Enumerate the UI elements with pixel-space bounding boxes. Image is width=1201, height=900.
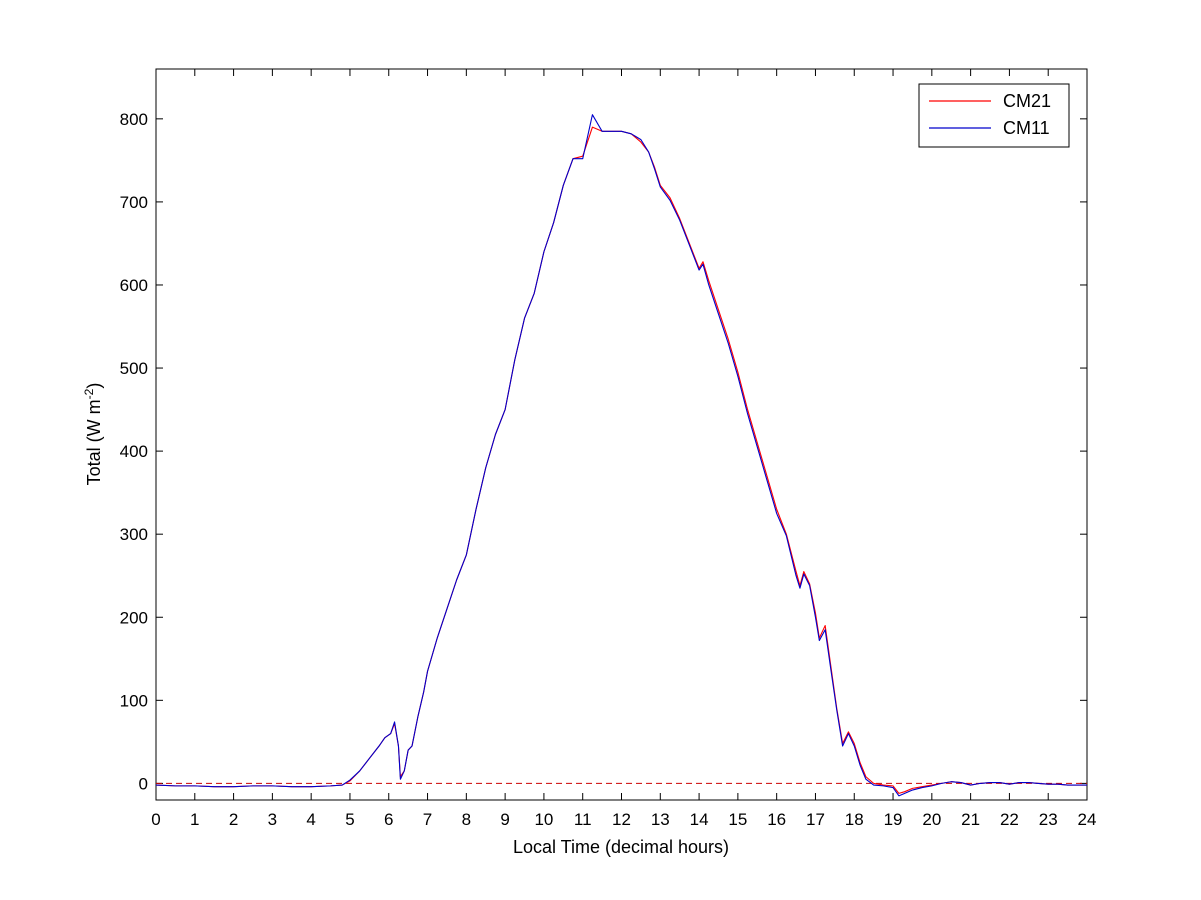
- x-tick-label: 9: [500, 810, 509, 829]
- x-tick-label: 15: [728, 810, 747, 829]
- x-tick-label: 17: [806, 810, 825, 829]
- axis-ticks: [155, 69, 1088, 800]
- legend-label-cm11: CM11: [1003, 118, 1050, 138]
- y-tick-label: 800: [120, 110, 148, 129]
- x-tick-label: 20: [922, 810, 941, 829]
- legend: CM21 CM11: [918, 83, 1070, 148]
- y-axis-label: Total (W m-2): [82, 383, 104, 486]
- y-tick-label: 600: [120, 276, 148, 295]
- x-tick-label: 24: [1078, 810, 1097, 829]
- x-tick-label: 21: [961, 810, 980, 829]
- x-tick-label: 4: [306, 810, 315, 829]
- x-tick-label: 6: [384, 810, 393, 829]
- x-tick-label: 8: [462, 810, 471, 829]
- x-tick-label: 19: [884, 810, 903, 829]
- x-tick-label: 7: [423, 810, 432, 829]
- y-tick-label: 200: [120, 608, 148, 627]
- x-tick-label: 16: [767, 810, 786, 829]
- y-axis-label-suffix: ): [84, 383, 104, 389]
- y-tick-label: 100: [120, 691, 148, 710]
- x-axis-label: Local Time (decimal hours): [513, 837, 729, 857]
- plot-area: [155, 68, 1088, 801]
- series-lines: [155, 114, 1087, 797]
- legend-box: [918, 83, 1070, 148]
- y-axis-label-superscript: -2: [82, 388, 96, 399]
- y-tick-label: 0: [139, 774, 148, 793]
- x-tick-labels: 0 1 2 3 4 5 6 7 8 9 10 11 12 13 14 15 16 17 18 19 20 21 22 23 24: [151, 810, 1096, 829]
- y-tick-label: 300: [120, 525, 148, 544]
- x-tick-label: 11: [574, 810, 592, 829]
- series-line-cm11: [155, 114, 1087, 797]
- x-tick-label: 12: [612, 810, 631, 829]
- legend-label-cm21: CM21: [1003, 91, 1051, 111]
- y-tick-label: 700: [120, 193, 148, 212]
- x-tick-label: 14: [690, 810, 709, 829]
- x-tick-label: 22: [1000, 810, 1019, 829]
- x-tick-label: 0: [151, 810, 160, 829]
- y-tick-label: 500: [120, 359, 148, 378]
- x-tick-label: 2: [229, 810, 238, 829]
- x-tick-label: 13: [651, 810, 670, 829]
- x-tick-label: 3: [268, 810, 277, 829]
- x-tick-label: 18: [845, 810, 864, 829]
- y-axis-label-main: Total (W m: [84, 399, 104, 485]
- x-tick-label: 10: [534, 810, 553, 829]
- x-tick-label: 1: [190, 810, 199, 829]
- y-tick-labels: 0 100 200 300 400 500 600 700 800: [120, 110, 148, 794]
- x-tick-label: 5: [345, 810, 354, 829]
- x-tick-label: 23: [1039, 810, 1058, 829]
- y-tick-label: 400: [120, 442, 148, 461]
